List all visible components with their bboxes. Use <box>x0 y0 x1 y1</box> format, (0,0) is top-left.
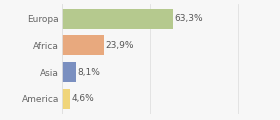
Bar <box>62 89 70 109</box>
Text: 63,3%: 63,3% <box>175 14 203 23</box>
Bar <box>62 9 173 29</box>
Text: 23,9%: 23,9% <box>106 41 134 50</box>
Text: 4,6%: 4,6% <box>71 94 94 103</box>
Bar <box>62 62 76 82</box>
Text: 8,1%: 8,1% <box>78 68 101 77</box>
Bar <box>62 35 104 55</box>
